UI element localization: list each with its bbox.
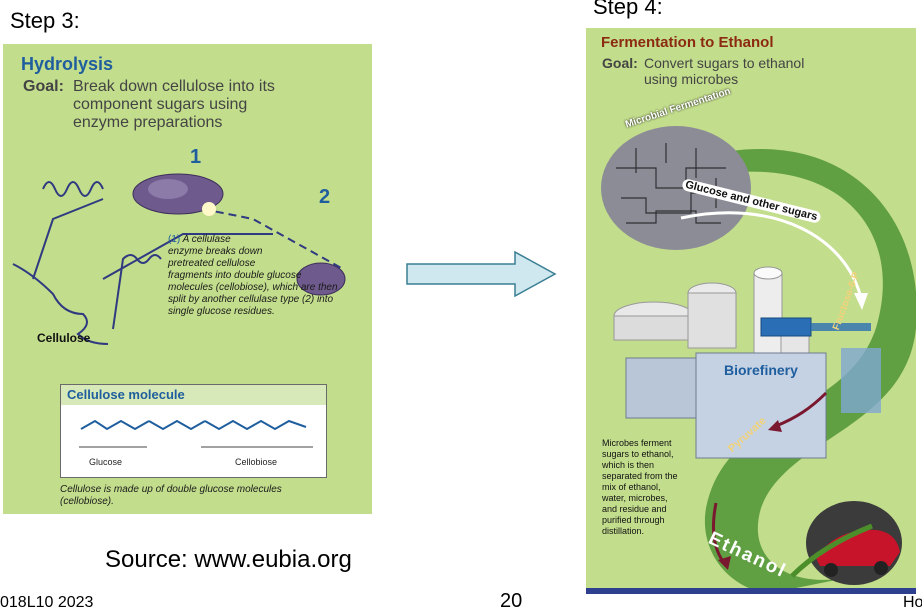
cellulose-illustration <box>12 173 346 345</box>
fermentation-illustration <box>586 126 916 594</box>
fermentation-goal-label: Goal: <box>602 55 638 71</box>
caption-text: A cellulase <box>180 234 231 245</box>
biorefinery-label: Biorefinery <box>724 362 798 378</box>
step-arrow-icon <box>406 250 557 298</box>
source-text: Source: www.eubia.org <box>105 546 352 573</box>
caption-line: (1) A cellulase <box>168 234 368 246</box>
caption-line: pretreated cellulose <box>168 258 256 269</box>
desc-line: purified through <box>602 515 665 525</box>
desc-line: separated from the <box>602 471 678 481</box>
cellulose-molecule-box: Cellulose molecule Glucose Cellobiose <box>60 384 327 478</box>
hydrolysis-panel: Hydrolysis Goal: Break down cellulose in… <box>3 44 372 514</box>
goal-line: enzyme preparations <box>73 114 223 131</box>
goal-label: Goal: <box>23 78 64 95</box>
fermentation-panel: Fermentation to Ethanol Goal: Convert su… <box>586 28 916 594</box>
goal-line: component sugars using <box>73 96 248 113</box>
desc-line: mix of ethanol, <box>602 482 661 492</box>
caption-prefix: (1) <box>168 234 181 245</box>
caption-line: split by another cellulase type (2) into <box>168 294 334 305</box>
fermentation-goal-line: Convert sugars to ethanol <box>644 55 805 71</box>
molecule-title: Cellulose molecule <box>67 387 185 402</box>
hydrolysis-title: Hydrolysis <box>21 54 114 74</box>
molecule-header <box>61 385 326 405</box>
fermentation-goal-line: using microbes <box>644 71 739 87</box>
step4-label: Step 4: <box>593 0 663 19</box>
caption-line: enzyme breaks down <box>168 246 263 257</box>
hydrolysis-caption: (1) A cellulase enzyme breaks down pretr… <box>168 234 368 318</box>
page-number: 20 <box>500 590 523 612</box>
enzyme-2-number: 2 <box>319 186 331 208</box>
caption-line: molecules (cellobiose), which are then <box>168 282 338 293</box>
cellulose-label: Cellulose <box>37 331 91 345</box>
desc-line: distillation. <box>602 526 645 536</box>
desc-line: water, microbes, <box>602 493 668 503</box>
desc-line: Microbes ferment <box>602 438 672 448</box>
step3-label: Step 3: <box>10 8 80 33</box>
footer-right: Ho <box>903 594 922 611</box>
fermentation-description: Microbes ferment sugars to ethanol, whic… <box>602 438 697 537</box>
goal-line: Break down cellulose into its <box>73 78 275 95</box>
desc-line: which is then <box>602 460 655 470</box>
molecule-structure <box>79 419 313 448</box>
desc-line: and residue and <box>602 504 667 514</box>
caption-line: single glucose residues. <box>168 306 275 317</box>
hydrolysis-goal: Goal: <box>23 78 64 96</box>
enzyme-1-number: 1 <box>190 146 202 168</box>
cellobiose-label: Cellobiose <box>235 457 278 467</box>
footer-course: 018L10 2023 <box>0 594 94 611</box>
fermentation-title: Fermentation to Ethanol <box>601 34 774 51</box>
glucose-label: Glucose <box>89 457 123 467</box>
desc-line: sugars to ethanol, <box>602 449 674 459</box>
caption-line: Cellulose is made up of double glucose m… <box>60 484 282 495</box>
molecule-caption: Cellulose is made up of double glucose m… <box>60 484 350 508</box>
caption-line: (cellobiose). <box>60 496 114 507</box>
caption-line: fragments into double glucose <box>168 270 302 281</box>
